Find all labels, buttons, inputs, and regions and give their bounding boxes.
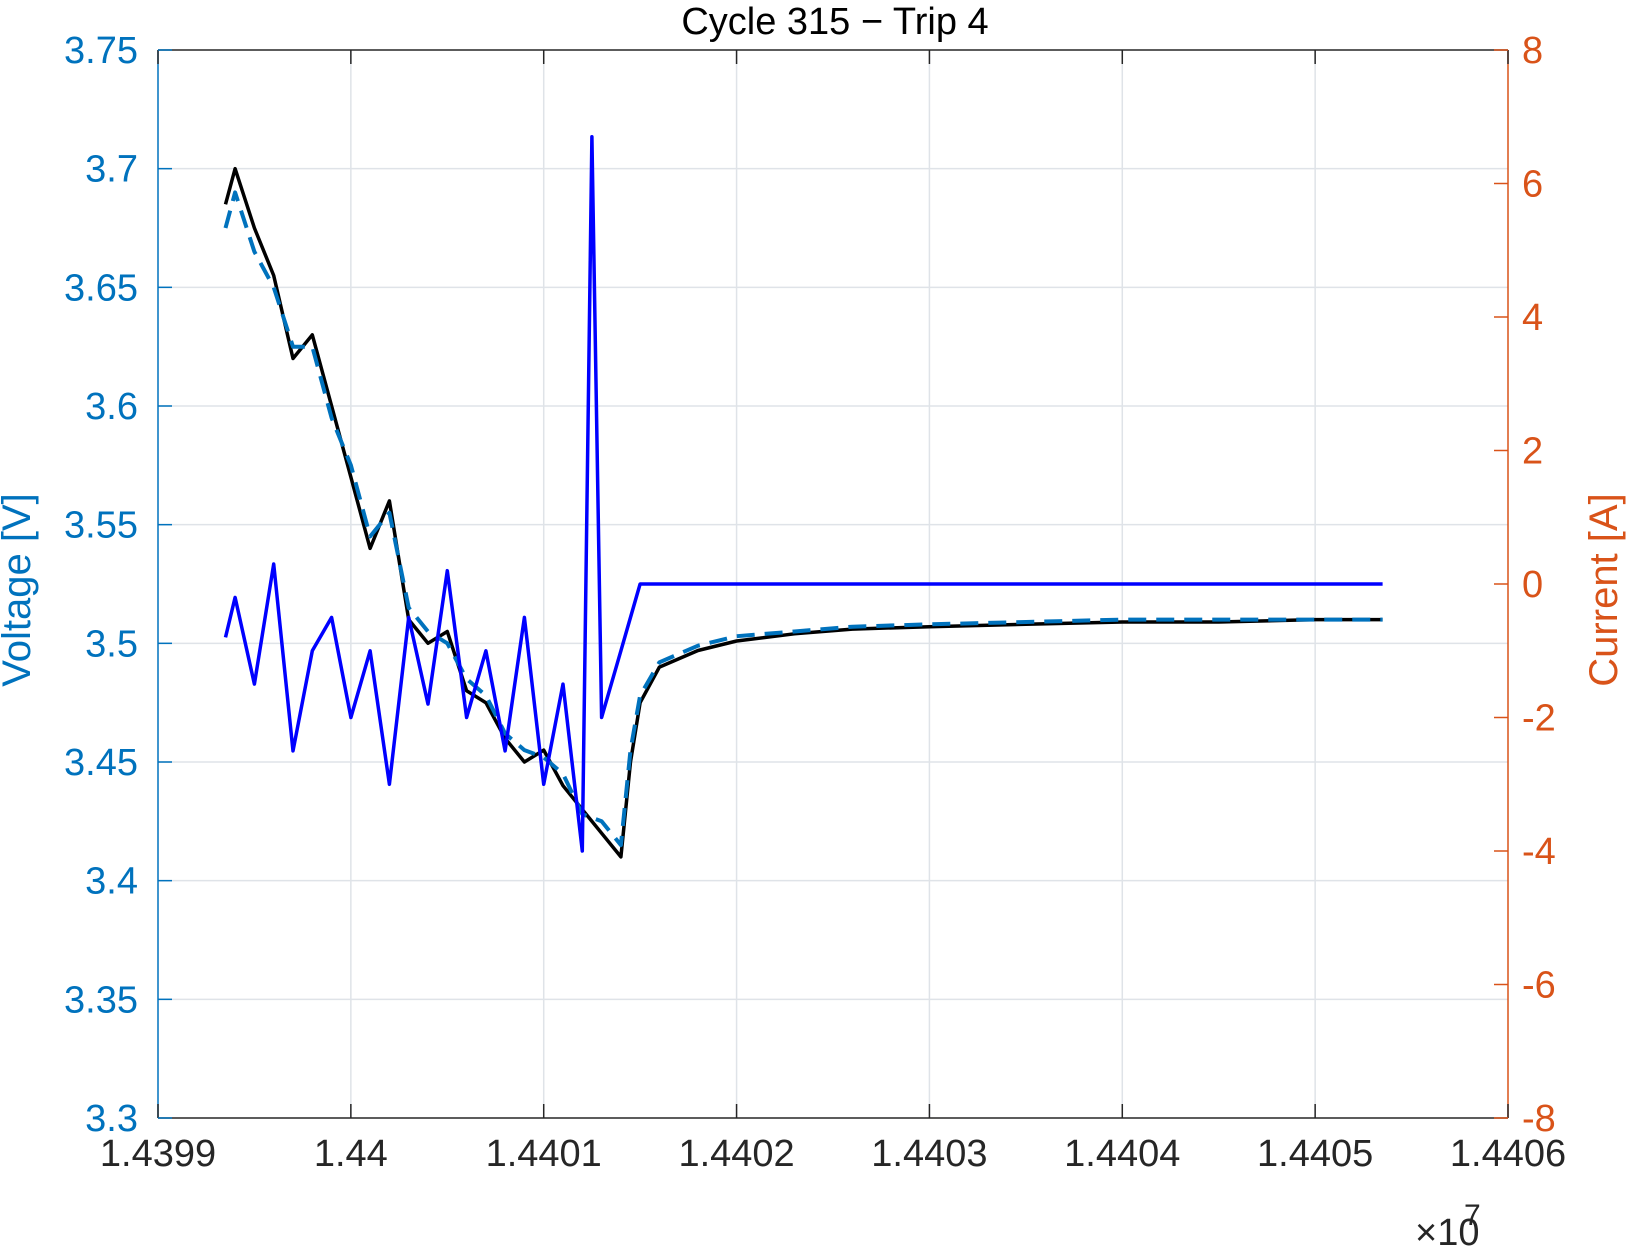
series-line-2 — [223, 190, 1383, 848]
x-exponent-label: ×10 — [1415, 1212, 1479, 1251]
y-left-tick-label: 3.55 — [64, 505, 138, 547]
y-right-tick-label: 4 — [1522, 297, 1543, 339]
y-left-tick-label: 3.4 — [85, 861, 138, 903]
y-right-tick-label: -2 — [1522, 698, 1556, 740]
y-right-tick-label: 0 — [1522, 564, 1543, 606]
y-right-tick-label: 6 — [1522, 164, 1543, 206]
y-right-tick-label: -8 — [1522, 1098, 1556, 1140]
series-line-1 — [223, 166, 1383, 859]
x-tick-label: 1.4403 — [871, 1133, 987, 1175]
y-left-tick-label: 3.3 — [85, 1098, 138, 1140]
y-left-tick-label: 3.75 — [64, 30, 138, 72]
y-right-tick-label: -4 — [1522, 831, 1556, 873]
x-tick-label: 1.4401 — [486, 1133, 602, 1175]
x-tick-label: 1.4405 — [1257, 1133, 1373, 1175]
y-left-tick-label: 3.65 — [64, 267, 138, 309]
y-left-tick-label: 3.35 — [64, 979, 138, 1021]
y-right-tick-label: -6 — [1522, 965, 1556, 1007]
y-right-tick-label: 2 — [1522, 431, 1543, 473]
chart-title: Cycle 315 − Trip 4 — [681, 1, 988, 43]
y-left-tick-label: 3.45 — [64, 742, 138, 784]
ticks-layer: 1.4399 1.44 1.4401 1.4402 1.4403 1.4404 1.4405… — [64, 30, 1566, 1175]
y-left-tick-label: 3.6 — [85, 386, 138, 428]
x-tick-label: 1.44 — [314, 1133, 388, 1175]
x-tick-label: 1.4399 — [100, 1133, 216, 1175]
y-left-tick-label: 3.7 — [85, 149, 138, 191]
x-tick-label: 1.4402 — [678, 1133, 794, 1175]
y-right-tick-label: 8 — [1522, 30, 1543, 72]
y-left-axis-label: Voltage [V] — [0, 493, 39, 686]
series-layer — [223, 135, 1383, 859]
x-exponent-power: 7 — [1464, 1199, 1481, 1232]
y-left-tick-label: 3.5 — [85, 623, 138, 665]
series-line-3 — [223, 135, 1383, 853]
x-tick-label: 1.4404 — [1064, 1133, 1180, 1175]
x-tick-label: 1.4406 — [1450, 1133, 1566, 1175]
y-right-axis-label: Current [A] — [1582, 493, 1626, 686]
